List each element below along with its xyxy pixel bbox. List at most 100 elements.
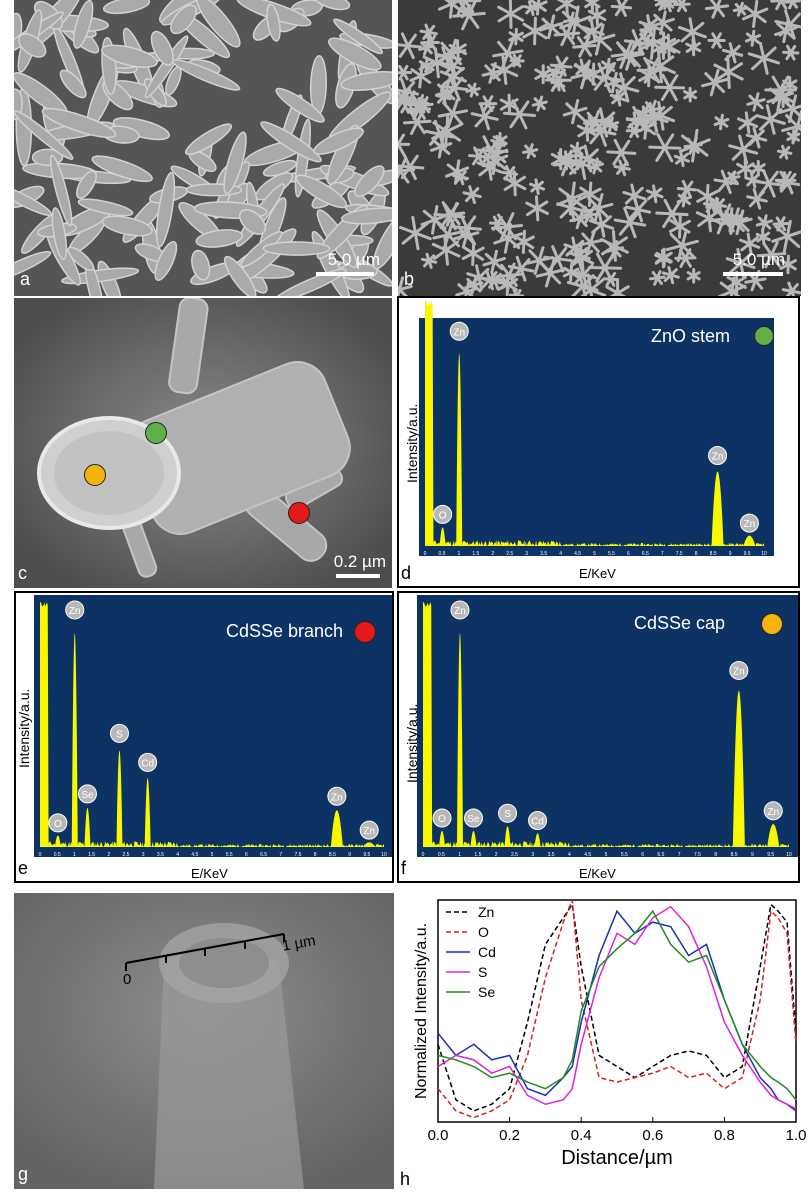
nanorod (18, 33, 47, 58)
x-tick-label: 8 (714, 852, 717, 858)
nanostar-arm (762, 242, 781, 268)
x-tick-label: 0.6 (642, 1127, 663, 1144)
x-tick-label: 9 (729, 551, 732, 557)
nanostar-arm (536, 95, 544, 112)
x-tick-label: 5.5 (608, 551, 615, 557)
eds-peak-Cd (534, 833, 541, 847)
nanostar-arm (619, 72, 630, 103)
nanorod (196, 0, 241, 48)
nanostar-arm (605, 57, 611, 75)
x-tick-label: 0 (39, 852, 42, 858)
nanorod (49, 154, 73, 227)
nanostar-arm (482, 256, 506, 267)
nanostar-arm (755, 232, 771, 242)
nanostar-arm (514, 289, 522, 296)
nanostar-arm (736, 162, 755, 175)
nanostar-arm (643, 115, 649, 140)
panel-f-ylabel: Intensity/a.u. (404, 703, 420, 783)
nanostar-arm (589, 109, 601, 133)
nanostar-arm (679, 150, 685, 168)
legend-label: Se (478, 984, 495, 1000)
panel-f-orange-dot (761, 613, 783, 635)
x-tick-label: 5.5 (621, 852, 628, 858)
nanostar-arm (640, 38, 655, 47)
series-line-Se (437, 909, 797, 1101)
panel-b-scale-bar (723, 272, 783, 276)
panel-f-xlabel: E/KeV (579, 866, 616, 881)
x-tick-label: 6 (245, 852, 248, 858)
panel-e-eds-spectrum: O Zn Se S Cd Zn Zn 0 0.5 1 1.5 2 2.5 3 3.5 4 4.5 5 5.5 6 6.5… (14, 591, 394, 883)
nanostar-arm (613, 165, 631, 171)
nanostar-arm (643, 56, 661, 84)
x-tick-label: 3.5 (548, 852, 555, 858)
x-tick-label: 4 (176, 852, 179, 858)
peak-name: Zn (712, 452, 724, 463)
nanostar-arm (744, 33, 762, 43)
eds-peak-Zn (363, 842, 376, 847)
nanostar-arm (505, 165, 514, 182)
nanostar-arm (479, 102, 491, 131)
panel-a-label: a (20, 269, 31, 289)
nanostar-arm (408, 109, 426, 135)
nanostar-arm (522, 23, 548, 39)
eds-peak-S (116, 750, 123, 847)
nanostar-arm (655, 211, 689, 217)
x-tick-label: 7 (661, 551, 664, 557)
green-dot-marker (145, 422, 167, 444)
x-tick-label: 1 (73, 852, 76, 858)
x-tick-label: 3 (525, 551, 528, 557)
nanorod (91, 155, 153, 183)
nanostar-arm (770, 0, 792, 3)
nanostar-arm (691, 128, 699, 163)
nanostar-arm (398, 94, 414, 107)
nanostar-arm (496, 277, 519, 291)
nanostar-arm (727, 171, 739, 185)
nanostar-arm (412, 94, 425, 115)
nanostar-arm (420, 41, 433, 55)
nanorod (155, 171, 176, 248)
nanorod (101, 215, 153, 237)
nanostar-arm (639, 33, 667, 54)
eds-peak-Zn (711, 471, 724, 546)
nanostar-arm (650, 17, 675, 28)
legend-label: S (478, 964, 487, 980)
x-tick-label: 1 (458, 852, 461, 858)
x-tick-label: 9 (348, 852, 351, 858)
x-tick-label: 0.5 (438, 551, 445, 557)
panel-e-red-dot (354, 621, 376, 643)
eds-peak-Zn (743, 535, 756, 546)
x-tick-label: 4.5 (584, 852, 591, 858)
panel-c-label: c (18, 563, 27, 583)
nanostar-arm (724, 210, 745, 233)
nanostar-arm (653, 0, 679, 4)
nanostar-arm (564, 0, 569, 17)
eds-peak-Se (84, 807, 91, 847)
nanorod (260, 121, 322, 163)
eds-peak-Se (470, 830, 477, 847)
nanorod (76, 170, 97, 200)
nanorod (144, 35, 189, 99)
panel-h-line-profile: 0.0 0.2 0.4 0.6 0.8 1.0 Distance/µm Normalized … (398, 890, 808, 1196)
nanorod (154, 241, 178, 281)
nanorod (72, 0, 94, 49)
series-line-Cd (437, 909, 797, 1112)
peak-label-Zn: Zn (449, 321, 469, 341)
peak-label-Zn: Zn (708, 446, 728, 466)
x-tick-label: 0.8 (714, 1127, 735, 1144)
peak-label-Zn: Zn (65, 600, 85, 620)
panel-d-eds-spectrum: O Zn Zn Zn 0 0.5 1 1.5 2 2.5 3 3.5 4 4.5 5 5.5 6 6.5 7 7.5 8… (397, 296, 800, 588)
nanostar-arm (683, 90, 698, 100)
peak-name: Cd (531, 816, 544, 827)
nanostar-arm (422, 254, 436, 268)
nanorod (51, 207, 68, 260)
nanostar-arm (791, 129, 796, 145)
legend-label: Zn (478, 904, 494, 920)
nanorod (67, 246, 95, 272)
panel-b-texture (398, 0, 801, 296)
nanostar-arm (772, 221, 790, 226)
peak-label-Cd: Cd (528, 810, 548, 830)
x-tick-label: 6.5 (260, 852, 267, 858)
nanostar-arm (654, 252, 672, 265)
nanostar-arm (678, 248, 692, 268)
panel-c-sem-image: c 0.2 µm (14, 298, 392, 588)
